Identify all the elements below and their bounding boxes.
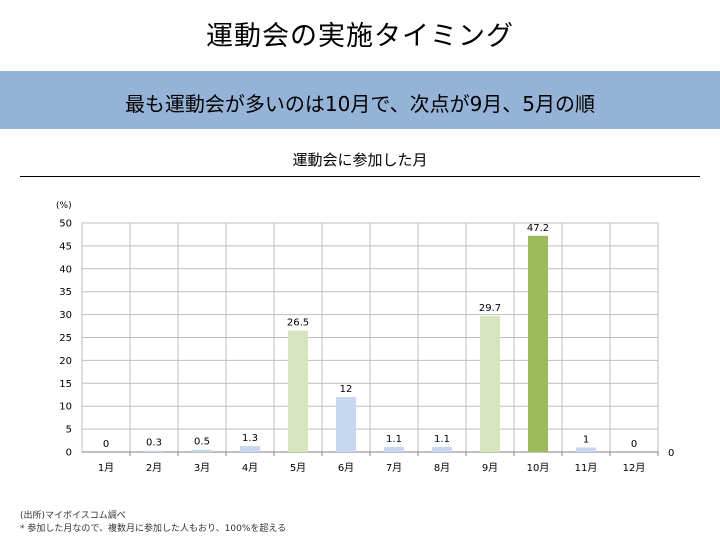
bar-value-label: 1.3 bbox=[242, 433, 258, 444]
bar-value-label: 12 bbox=[340, 384, 353, 395]
title-divider bbox=[20, 176, 700, 177]
bar-value-label: 29.7 bbox=[479, 303, 501, 314]
banner-text: 最も運動会が多いのは10月で、次点が9月、5月の順 bbox=[124, 92, 596, 116]
y-tick-label: 30 bbox=[59, 310, 72, 321]
x-category-label: 8月 bbox=[434, 462, 450, 474]
y-tick-label: 50 bbox=[59, 219, 72, 230]
bar-value-label: 47.2 bbox=[527, 223, 549, 234]
bar-value-label: 0.5 bbox=[194, 437, 210, 448]
bar-value-label: 1.1 bbox=[434, 434, 450, 445]
x-category-label: 1月 bbox=[98, 462, 114, 474]
banner-background bbox=[0, 71, 720, 129]
y-tick-label: 15 bbox=[59, 379, 72, 390]
y-tick-label: 25 bbox=[59, 333, 72, 344]
y-tick-label: 35 bbox=[59, 287, 72, 298]
bar bbox=[240, 446, 260, 452]
x-category-label: 11月 bbox=[575, 462, 598, 474]
y-tick-label: 5 bbox=[66, 425, 72, 436]
bar bbox=[576, 447, 596, 452]
x-category-label: 12月 bbox=[623, 462, 646, 474]
x-category-label: 6月 bbox=[338, 462, 354, 474]
note-footnote: * 参加した月なので、複数月に参加した人もおり、100%を超える bbox=[20, 524, 287, 534]
y-tick-label: 0 bbox=[66, 448, 72, 459]
x-category-label: 2月 bbox=[146, 462, 162, 474]
bar-value-label: 0.3 bbox=[146, 438, 162, 449]
y-tick-label: 20 bbox=[59, 356, 72, 367]
x-category-label: 10月 bbox=[527, 462, 550, 474]
y-tick-label: 40 bbox=[59, 264, 72, 275]
bar bbox=[432, 446, 452, 452]
x-category-label: 7月 bbox=[386, 462, 402, 474]
x-category-label: 5月 bbox=[290, 462, 306, 474]
y-tick-label: 45 bbox=[59, 241, 72, 252]
bar bbox=[144, 450, 164, 452]
bar bbox=[384, 446, 404, 452]
y-axis-unit-label: (%) bbox=[56, 201, 72, 211]
y-tick-label: 10 bbox=[59, 402, 72, 413]
chart-title: 運動会に参加した月 bbox=[292, 151, 428, 169]
bar-value-label: 26.5 bbox=[287, 318, 309, 329]
slide-title: 運動会の実施タイミング bbox=[206, 21, 514, 52]
bar bbox=[288, 330, 308, 452]
x-category-label: 9月 bbox=[482, 462, 498, 474]
bar-value-label: 0 bbox=[103, 439, 109, 450]
x-category-label: 4月 bbox=[242, 462, 258, 474]
bar bbox=[480, 315, 500, 452]
bar bbox=[528, 235, 548, 452]
bar-value-label: 1 bbox=[583, 434, 589, 445]
x-category-label: 3月 bbox=[194, 462, 210, 474]
bar bbox=[192, 449, 212, 452]
source-footnote: (出所)マイボイスコム調べ bbox=[20, 511, 126, 521]
bar bbox=[336, 397, 356, 452]
bar-value-label: 1.1 bbox=[386, 434, 402, 445]
bar-value-label: 0 bbox=[631, 439, 637, 450]
right-axis-label: 0 bbox=[668, 448, 674, 459]
